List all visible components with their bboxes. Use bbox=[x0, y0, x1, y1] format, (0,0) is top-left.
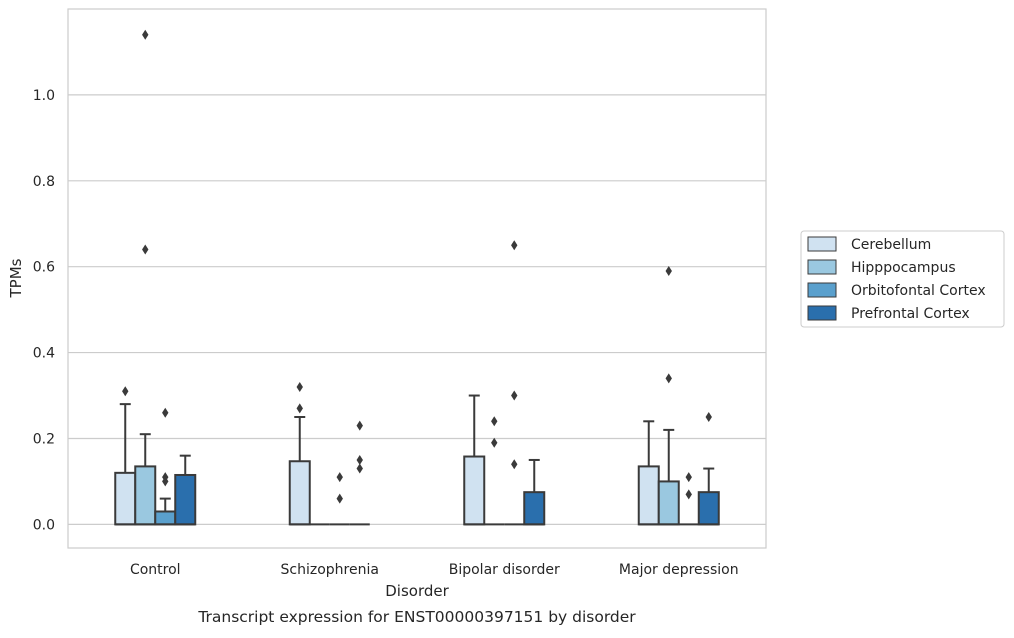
outlier-point bbox=[356, 454, 363, 465]
outlier-point bbox=[296, 403, 303, 414]
legend-label: Cerebellum bbox=[851, 237, 931, 253]
y-tick-label: 0.0 bbox=[33, 517, 55, 533]
box-orbitofontal-cortex bbox=[504, 240, 525, 526]
legend-swatch bbox=[807, 282, 837, 298]
box-prefrontal-cortex bbox=[523, 458, 546, 526]
x-tick-label: Control bbox=[130, 562, 181, 578]
box-body bbox=[637, 465, 660, 526]
box-cerebellum bbox=[637, 420, 660, 526]
outlier-point bbox=[336, 493, 343, 504]
outlier-point bbox=[296, 381, 303, 392]
legend-frame bbox=[800, 230, 1005, 328]
outlier-point bbox=[685, 489, 692, 500]
box-body bbox=[288, 460, 311, 526]
legend-label: Hipppocampus bbox=[851, 260, 956, 276]
outlier-point bbox=[705, 412, 712, 423]
box-hipppocampus bbox=[484, 416, 505, 526]
plot-frame bbox=[67, 8, 767, 549]
box-prefrontal-cortex bbox=[697, 412, 720, 526]
outlier-point bbox=[491, 437, 498, 448]
box-series bbox=[114, 29, 720, 526]
box-orbitofontal-cortex bbox=[154, 407, 177, 526]
outlier-point bbox=[356, 463, 363, 474]
outlier-point bbox=[491, 416, 498, 427]
outlier-point bbox=[162, 407, 169, 418]
box-body bbox=[463, 455, 486, 526]
box-cerebellum bbox=[463, 394, 486, 526]
legend-swatch bbox=[807, 305, 837, 321]
legend: Cerebellum Hipppocampus Orbitofontal Corte… bbox=[800, 230, 1005, 328]
box-orbitofontal-cortex bbox=[329, 472, 350, 526]
box-prefrontal-cortex bbox=[174, 454, 197, 526]
box-body bbox=[523, 491, 546, 526]
box-body bbox=[154, 510, 177, 526]
outlier-point bbox=[142, 244, 149, 255]
x-tick-label: Bipolar disorder bbox=[449, 562, 560, 578]
box-body bbox=[697, 491, 720, 526]
outlier-point bbox=[162, 476, 169, 487]
x-axis-title: Disorder bbox=[385, 582, 449, 600]
x-tick-labels: Control Schizophrenia Bipolar disorder Majo… bbox=[130, 562, 739, 578]
box-cerebellum bbox=[114, 386, 137, 526]
y-tick-label: 0.2 bbox=[33, 431, 55, 447]
outlier-point bbox=[356, 420, 363, 431]
outlier-point bbox=[665, 373, 672, 384]
legend-swatch bbox=[807, 259, 837, 275]
box-orbitofontal-cortex bbox=[678, 472, 699, 526]
outlier-point bbox=[665, 265, 672, 276]
box-hipppocampus bbox=[134, 29, 157, 526]
y-axis-title: TPMs bbox=[7, 258, 25, 298]
box-prefrontal-cortex bbox=[349, 420, 370, 526]
outlier-point bbox=[511, 390, 518, 401]
box-body bbox=[174, 473, 197, 526]
outlier-point bbox=[511, 240, 518, 251]
y-tick-label: 0.8 bbox=[33, 174, 55, 190]
box-hipppocampus bbox=[657, 265, 680, 526]
box-body bbox=[657, 480, 680, 526]
y-tick-labels: 0.0 0.2 0.4 0.6 0.8 1.0 bbox=[33, 88, 55, 533]
chart-caption: Transcript expression for ENST0000039715… bbox=[197, 608, 636, 626]
y-tick-label: 0.4 bbox=[33, 346, 55, 362]
x-tick-label: Major depression bbox=[619, 562, 739, 578]
grid-lines bbox=[68, 94, 766, 525]
outlier-point bbox=[685, 472, 692, 483]
y-tick-label: 0.6 bbox=[33, 260, 55, 276]
legend-label: Orbitofontal Cortex bbox=[851, 283, 986, 299]
y-tick-label: 1.0 bbox=[33, 88, 55, 104]
outlier-point bbox=[122, 386, 129, 397]
box-body bbox=[134, 465, 157, 526]
box-body bbox=[114, 471, 137, 526]
legend-label: Prefrontal Cortex bbox=[851, 306, 970, 322]
x-tick-label: Schizophrenia bbox=[281, 562, 379, 578]
outlier-point bbox=[336, 472, 343, 483]
box-cerebellum bbox=[288, 381, 311, 526]
outlier-point bbox=[142, 29, 149, 40]
outlier-point bbox=[511, 459, 518, 470]
legend-swatch bbox=[807, 236, 837, 252]
